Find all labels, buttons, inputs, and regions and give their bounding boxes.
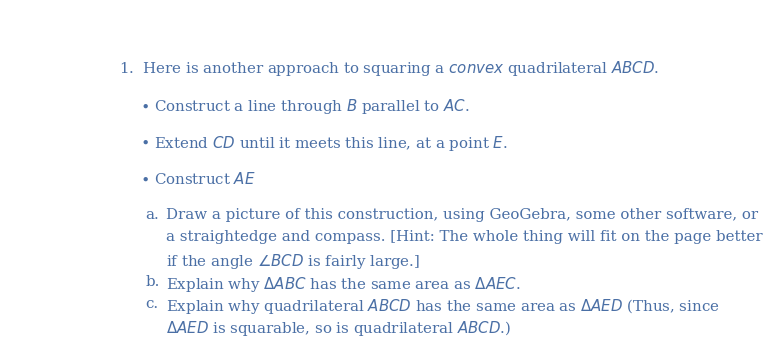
Text: Construct $\mathit{AE}$: Construct $\mathit{AE}$ [154, 171, 255, 187]
Text: Explain why quadrilateral $\mathit{ABCD}$ has the same area as $\Delta\mathit{AE: Explain why quadrilateral $\mathit{ABCD}… [165, 297, 719, 316]
Text: $\bullet$: $\bullet$ [141, 134, 149, 149]
Text: $\Delta\mathit{AED}$ is squarable, so is quadrilateral $\mathit{ABCD}$.): $\Delta\mathit{AED}$ is squarable, so is… [165, 319, 511, 338]
Text: $\bullet$: $\bullet$ [141, 171, 149, 186]
Text: c.: c. [146, 297, 159, 311]
Text: Construct a line through $\mathit{B}$ parallel to $\mathit{AC}$.: Construct a line through $\mathit{B}$ pa… [154, 98, 469, 116]
Text: Draw a picture of this construction, using GeoGebra, some other software, or: Draw a picture of this construction, usi… [165, 208, 758, 222]
Text: b.: b. [146, 275, 160, 288]
Text: a.: a. [146, 208, 159, 222]
Text: 1.  Here is another approach to squaring a $\mathit{convex}$ quadrilateral $\mat: 1. Here is another approach to squaring … [119, 59, 659, 78]
Text: if the angle $\angle\mathit{BCD}$ is fairly large.]: if the angle $\angle\mathit{BCD}$ is fai… [165, 252, 420, 271]
Text: $\bullet$: $\bullet$ [141, 98, 149, 113]
Text: Explain why $\Delta\mathit{ABC}$ has the same area as $\Delta\mathit{AEC}$.: Explain why $\Delta\mathit{ABC}$ has the… [165, 275, 520, 294]
Text: Extend $\mathit{CD}$ until it meets this line, at a point $\mathit{E}$.: Extend $\mathit{CD}$ until it meets this… [154, 134, 507, 153]
Text: a straightedge and compass. [Hint: The whole thing will fit on the page better: a straightedge and compass. [Hint: The w… [165, 230, 762, 244]
